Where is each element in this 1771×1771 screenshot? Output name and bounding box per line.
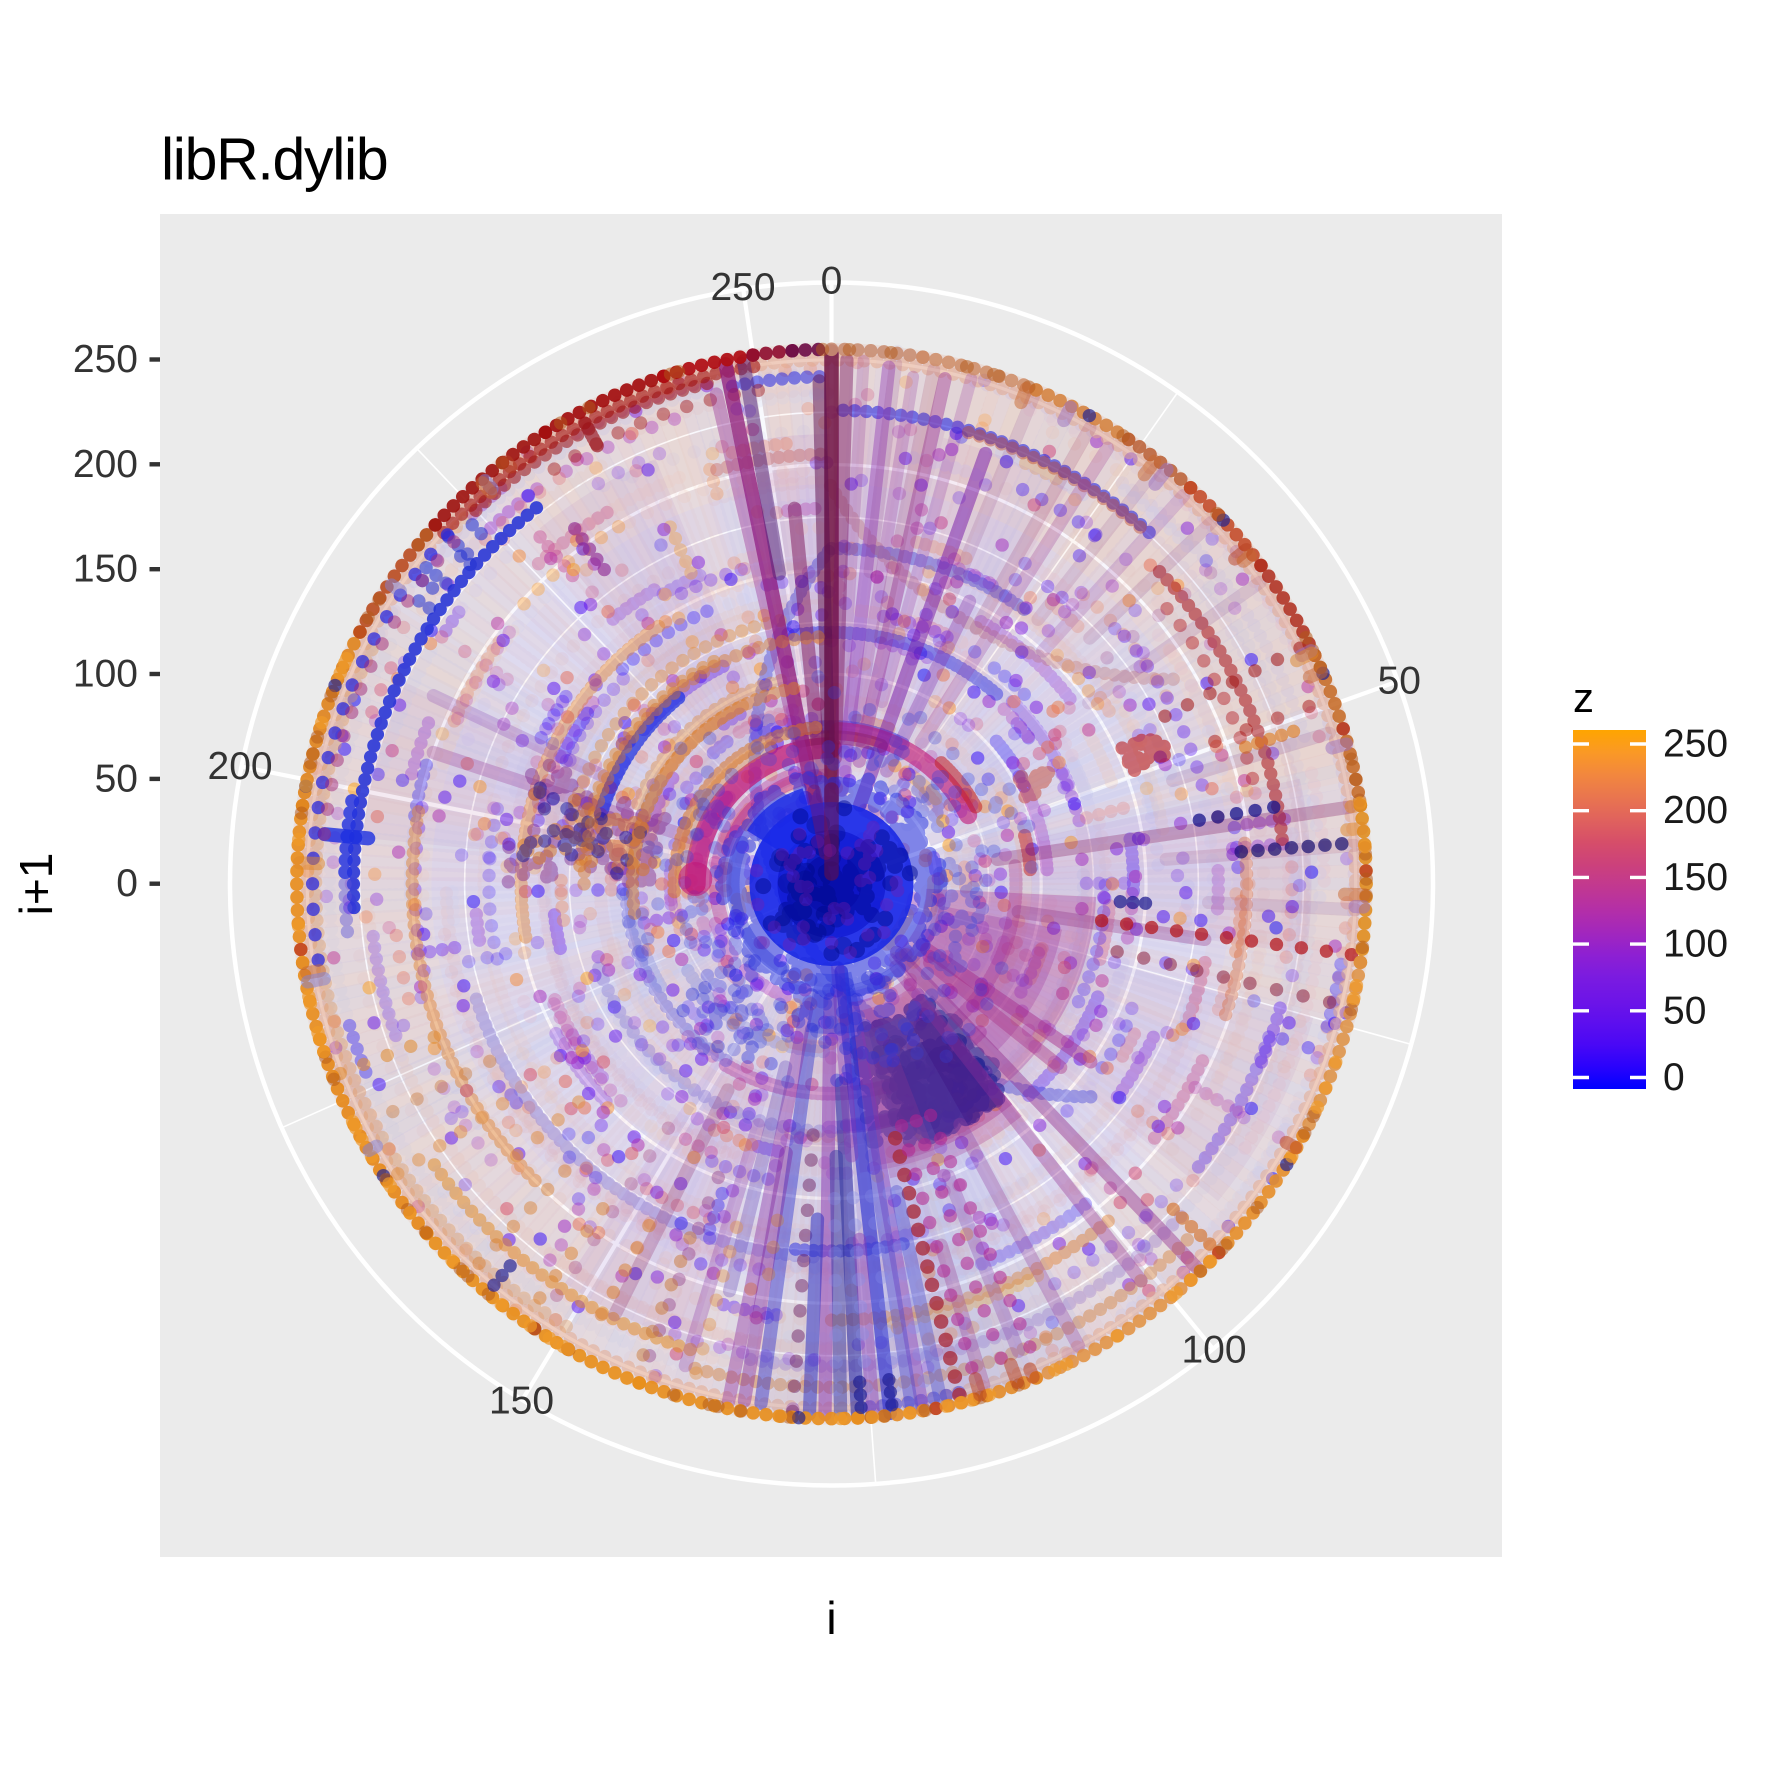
svg-text:0: 0	[1663, 1056, 1685, 1099]
svg-text:150: 150	[489, 1380, 554, 1423]
svg-text:250: 250	[1663, 723, 1728, 766]
svg-text:200: 200	[73, 443, 138, 486]
svg-text:250: 250	[73, 338, 138, 381]
svg-text:100: 100	[1181, 1329, 1246, 1372]
svg-text:i+1: i+1	[10, 853, 62, 916]
svg-text:200: 200	[208, 745, 273, 788]
svg-text:0: 0	[116, 862, 138, 905]
svg-text:150: 150	[1663, 856, 1728, 899]
svg-text:100: 100	[73, 653, 138, 696]
svg-text:z: z	[1573, 674, 1594, 721]
svg-text:50: 50	[1663, 989, 1706, 1032]
svg-text:150: 150	[73, 548, 138, 591]
svg-text:250: 250	[710, 266, 775, 309]
svg-text:50: 50	[1378, 659, 1421, 702]
svg-text:i: i	[826, 1592, 836, 1644]
svg-text:libR.dylib: libR.dylib	[161, 127, 387, 193]
svg-text:200: 200	[1663, 789, 1728, 832]
svg-text:50: 50	[95, 757, 138, 800]
svg-text:100: 100	[1663, 923, 1728, 966]
svg-text:0: 0	[821, 260, 843, 303]
